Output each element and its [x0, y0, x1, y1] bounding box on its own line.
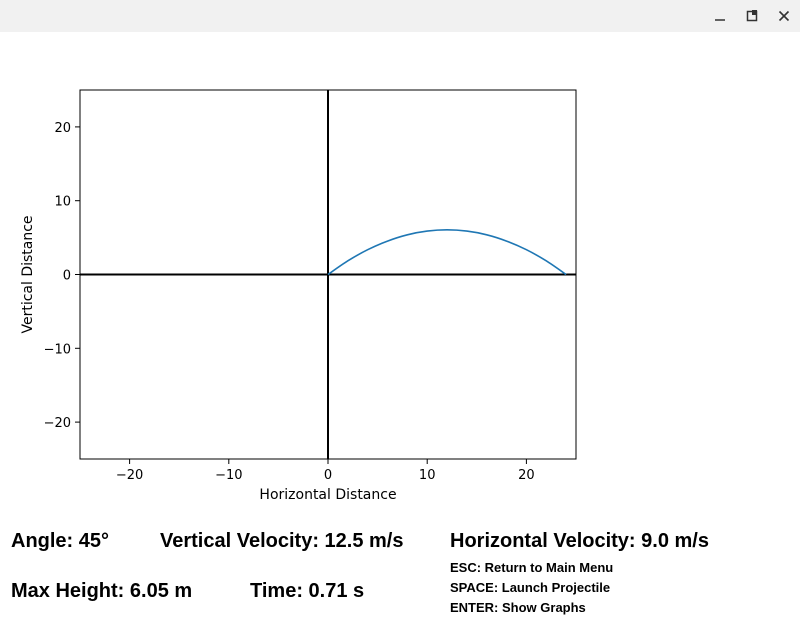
- close-icon: [778, 10, 790, 22]
- y-tick-label: −10: [44, 342, 71, 357]
- vertical-velocity-readout: Vertical Velocity: 12.5 m/s: [160, 530, 404, 552]
- y-axis-label: Vertical Distance: [20, 215, 36, 333]
- y-tick-label: −20: [44, 416, 71, 431]
- trajectory-line: [327, 229, 567, 276]
- maximize-icon: [746, 10, 758, 22]
- x-tick-label: 20: [518, 468, 535, 483]
- hint-esc: ESC: Return to Main Menu: [450, 560, 614, 575]
- window-titlebar: [0, 0, 800, 32]
- horizontal-velocity-readout: Horizontal Velocity: 9.0 m/s: [450, 530, 709, 552]
- plot-frame: [79, 89, 577, 460]
- trajectory-plot: −20 −10 0 10 20 −20 −10 0 10 20 Horizontal Distan…: [20, 89, 577, 503]
- y-tick-label: 0: [63, 269, 71, 284]
- hint-enter: ENTER: Show Graphs: [450, 600, 586, 615]
- angle-readout: Angle: 45°: [11, 530, 110, 552]
- minimize-icon: [715, 19, 725, 21]
- x-axis-label: Horizontal Distance: [259, 487, 396, 503]
- y-tick-label: 20: [54, 121, 71, 136]
- hint-space: SPACE: Launch Projectile: [450, 580, 611, 595]
- x-tick-label: −20: [116, 468, 143, 483]
- close-button[interactable]: [774, 6, 794, 26]
- time-readout: Time: 0.71 s: [250, 580, 365, 602]
- maximize-button[interactable]: [742, 6, 762, 26]
- x-tick-label: 0: [324, 468, 332, 483]
- x-tick-label: −10: [215, 468, 242, 483]
- max-height-readout: Max Height: 6.05 m: [11, 580, 193, 602]
- x-tick-label: 10: [419, 468, 436, 483]
- minimize-button[interactable]: [710, 6, 730, 26]
- y-tick-label: 10: [54, 195, 71, 210]
